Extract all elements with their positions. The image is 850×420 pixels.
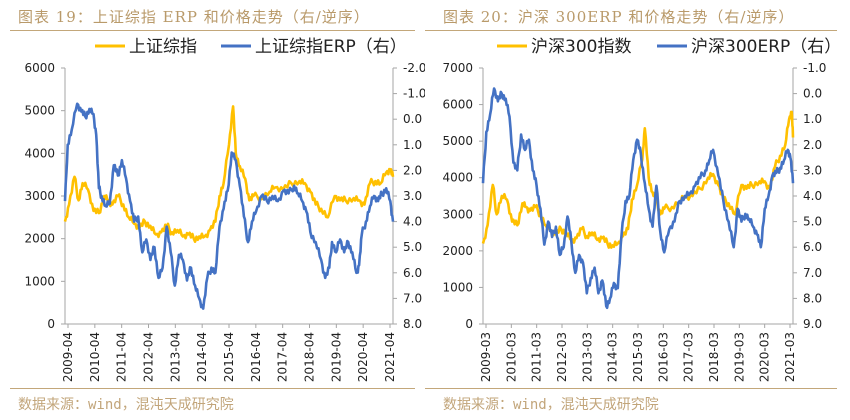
x-axis-tick-label: 2019-03 — [732, 332, 746, 382]
chart-panel-1: 图表 19：上证综指 ERP 和价格走势（右/逆序） 0 1000 2000 3000… — [10, 8, 425, 413]
series-line-price — [63, 105, 395, 243]
left-axis-tick-label: 2000 — [24, 232, 55, 246]
right-axis-tick-label: 5.0 — [803, 215, 822, 229]
left-axis-tick-label: 0 — [465, 317, 473, 331]
x-axis-tick-label: 2009-04 — [61, 332, 75, 382]
line-chart-csi300-erp: 0 1000 2000 3000 4000 5000 6000 7000 -1.0 0.0 1.0 2… — [442, 37, 841, 382]
legend-label: 上证综指 — [129, 37, 197, 57]
left-axis-tick-label: 4000 — [24, 146, 55, 160]
source-divider — [10, 388, 415, 389]
left-axis-tick-label: 3000 — [24, 189, 55, 203]
title-divider — [10, 30, 415, 31]
x-axis-tick-label: 2017-03 — [682, 332, 696, 382]
x-axis-tick-label: 2015-04 — [222, 332, 236, 382]
right-axis-tick-label: 0.0 — [403, 112, 422, 126]
x-axis-tick-label: 2021-04 — [383, 332, 397, 382]
right-axis-tick-label: 6.0 — [403, 266, 422, 280]
right-axis-tick-label: 2.0 — [403, 163, 422, 177]
x-axis-tick-label: 2018-04 — [303, 332, 317, 382]
x-axis-tick-label: 2018-03 — [707, 332, 721, 382]
left-axis-tick-label: 5000 — [24, 104, 55, 118]
series-line-erp — [63, 102, 395, 310]
legend-label: 沪深300ERP（右） — [691, 37, 841, 57]
x-axis-tick-label: 2014-04 — [195, 332, 209, 382]
legend-label: 上证综指ERP（右） — [255, 37, 407, 57]
x-axis-tick-label: 2012-03 — [555, 332, 569, 382]
right-axis-tick-label: -1.0 — [803, 61, 826, 75]
left-axis-tick-label: 2000 — [442, 244, 473, 258]
left-axis-tick-label: 7000 — [442, 61, 473, 75]
right-axis-tick-label: 4.0 — [803, 189, 822, 203]
x-axis-tick-label: 2009-03 — [479, 332, 493, 382]
data-source: 数据来源：wind，混沌天成研究院 — [18, 397, 234, 413]
x-axis-tick-label: 2011-03 — [530, 332, 544, 382]
x-axis-tick-label: 2013-03 — [580, 332, 594, 382]
source-divider — [425, 388, 837, 389]
legend-label: 沪深300指数 — [531, 37, 631, 57]
right-axis-tick-label: 2.0 — [803, 138, 822, 152]
left-axis-tick-label: 3000 — [442, 207, 473, 221]
left-axis-tick-label: 6000 — [24, 61, 55, 75]
x-axis-tick-label: 2013-04 — [168, 332, 182, 382]
x-axis-tick-label: 2017-04 — [276, 332, 290, 382]
x-axis-tick-label: 2011-04 — [115, 332, 129, 382]
right-axis-tick-label: -2.0 — [403, 61, 425, 75]
x-axis-tick-label: 2010-04 — [88, 332, 102, 382]
right-axis-tick-label: 1.0 — [803, 112, 822, 126]
right-axis-tick-label: 8.0 — [403, 317, 422, 331]
left-axis-tick-label: 4000 — [442, 171, 473, 185]
series-line-erp — [481, 87, 795, 310]
right-axis-tick-label: 6.0 — [803, 240, 822, 254]
x-axis-tick-label: 2020-03 — [758, 332, 772, 382]
x-axis-tick-label: 2020-04 — [356, 332, 370, 382]
title-divider — [425, 30, 837, 31]
right-axis-tick-label: 9.0 — [803, 317, 822, 331]
right-axis-tick-label: 7.0 — [803, 266, 822, 280]
x-axis-tick-label: 2015-03 — [631, 332, 645, 382]
left-axis-tick-label: 1000 — [24, 274, 55, 288]
right-axis-tick-label: 3.0 — [403, 189, 422, 203]
x-axis-tick-label: 2010-03 — [504, 332, 518, 382]
x-axis-tick-label: 2019-04 — [329, 332, 343, 382]
data-source: 数据来源：wind，混沌天成研究院 — [443, 397, 659, 413]
right-axis-tick-label: 0.0 — [803, 87, 822, 101]
left-axis-tick-label: 1000 — [442, 280, 473, 294]
right-axis-tick-label: -1.0 — [403, 87, 425, 101]
figure-title: 图表 20：沪深 300ERP 和价格走势（右/逆序） — [443, 8, 795, 26]
line-chart-sse-erp: 0 1000 2000 3000 4000 5000 6000 -2.0 -1.0 0.0 1.0 2… — [24, 37, 425, 382]
chart-panel-2: 图表 20：沪深 300ERP 和价格走势（右/逆序） 0 1000 2000 300… — [425, 0, 850, 420]
figure-title: 图表 19：上证综指 ERP 和价格走势（右/逆序） — [18, 8, 370, 26]
x-axis-tick-label: 2021-03 — [783, 332, 797, 382]
right-axis-tick-label: 5.0 — [403, 240, 422, 254]
x-axis-tick-label: 2012-04 — [142, 332, 156, 382]
x-axis-tick-label: 2016-03 — [656, 332, 670, 382]
right-axis-tick-label: 3.0 — [803, 163, 822, 177]
right-axis-tick-label: 4.0 — [403, 215, 422, 229]
left-axis-tick-label: 5000 — [442, 134, 473, 148]
right-axis-tick-label: 8.0 — [803, 291, 822, 305]
left-axis-tick-label: 0 — [47, 317, 55, 331]
right-axis-tick-label: 1.0 — [403, 138, 422, 152]
left-axis-tick-label: 6000 — [442, 98, 473, 112]
series-line-price — [481, 110, 795, 249]
x-axis-tick-label: 2016-04 — [249, 332, 263, 382]
x-axis-tick-label: 2014-03 — [606, 332, 620, 382]
right-axis-tick-label: 7.0 — [403, 291, 422, 305]
